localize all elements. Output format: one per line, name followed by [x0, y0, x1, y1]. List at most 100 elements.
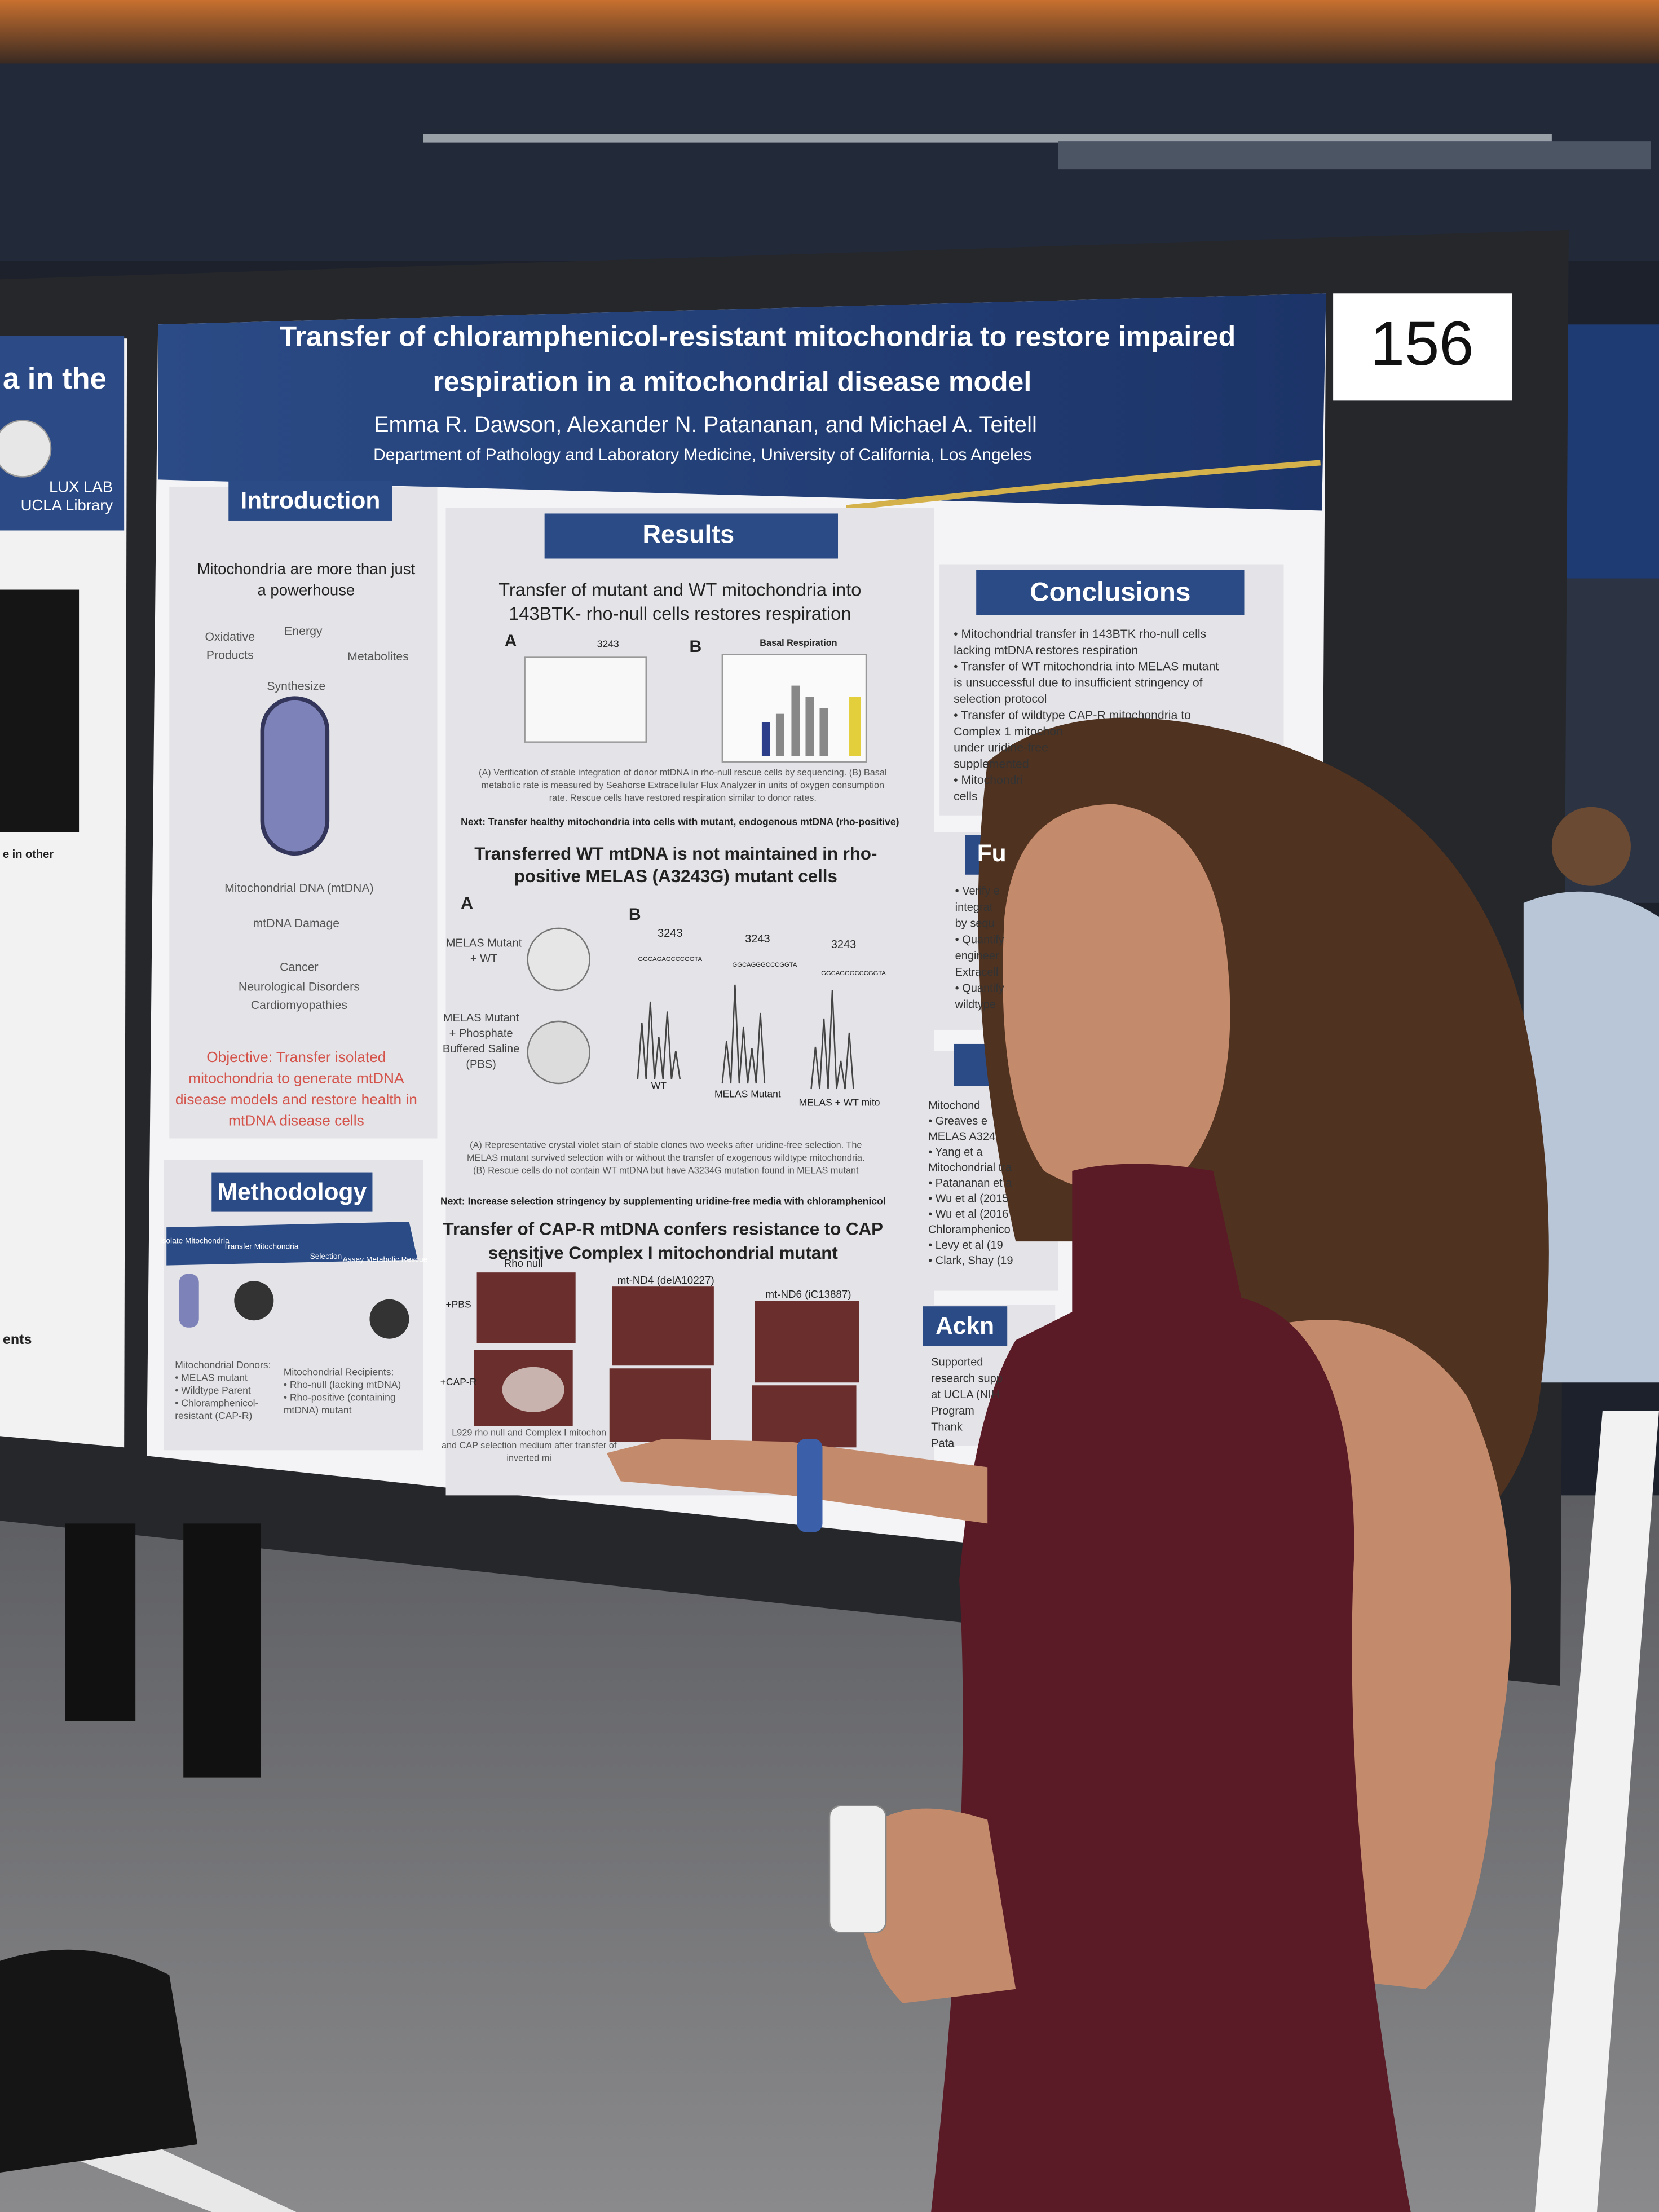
standing-pole — [1534, 1411, 1659, 2212]
reference-item: Mitochond — [928, 1099, 980, 1112]
presenter-face — [1003, 804, 1230, 1192]
chromatogram — [721, 984, 766, 1084]
diagram-label: Oxidative — [205, 630, 255, 644]
row-label: + Phosphate — [449, 1028, 513, 1040]
poster-affiliation: Department of Pathology and Laboratory M… — [373, 446, 1031, 464]
chromatogram — [637, 1001, 681, 1079]
row-label: Buffered Saline — [443, 1043, 519, 1055]
conclusion-item: cells — [954, 790, 978, 803]
method-text: • Wildtype Parent — [175, 1385, 251, 1396]
section-heading: Results — [643, 519, 735, 548]
panel-label: B — [629, 905, 641, 924]
chromatogram — [810, 990, 854, 1090]
figure-caption: MELAS mutant survived selection with or … — [467, 1153, 864, 1163]
method-heading-box — [211, 1172, 373, 1212]
background-person-head — [1551, 807, 1631, 886]
locus-label: 3243 — [831, 938, 857, 951]
method-text: • Rho-null (lacking mtDNA) — [284, 1379, 401, 1390]
micrograph — [752, 1385, 857, 1448]
neighbor-title: a in the — [3, 362, 107, 395]
method-text: resistant (CAP-R) — [175, 1410, 252, 1421]
results-subtitle: sensitive Complex I mitochondrial mutant — [488, 1243, 839, 1263]
neighbor-text: e in other — [3, 848, 54, 861]
poster-authors: Emma R. Dawson, Alexander N. Patananan, … — [374, 412, 1037, 437]
method-step: Assay Metabolic Rescue — [343, 1255, 428, 1263]
figure-bar — [819, 708, 828, 756]
reference-item: • Wu et al (2016 — [928, 1208, 1008, 1220]
figure-bar — [761, 722, 770, 756]
objective-text: mitochondria to generate mtDNA — [188, 1069, 404, 1086]
poster-title: Transfer of chloramphenicol-resistant mi… — [280, 321, 1236, 352]
diagram-label: Neurological Disorders — [239, 980, 360, 994]
row-label: MELAS Mutant — [443, 1012, 519, 1024]
conclusion-item: selection protocol — [954, 692, 1047, 706]
conclusion-item: Complex 1 mitochon — [954, 725, 1063, 738]
intro-subtitle: Mitochondria are more than just — [197, 560, 415, 578]
bag — [0, 1949, 198, 2173]
number-card — [1333, 293, 1512, 401]
future-item: engineer — [955, 950, 999, 962]
diagram-label: Energy — [284, 624, 323, 638]
visitor-leg — [65, 1523, 136, 1721]
panel-label: A — [461, 894, 473, 913]
railing — [1058, 141, 1651, 170]
figure-caption: and CAP selection medium after transfer … — [442, 1440, 617, 1451]
method-step: Isolate Mitochondria — [160, 1237, 230, 1245]
sequence-label: GGCAGGGCCCGGTA — [733, 962, 797, 968]
intro-subtitle: a powerhouse — [257, 581, 355, 598]
method-text: • MELAS mutant — [175, 1372, 248, 1383]
next-step: Next: Increase selection stringency by s… — [440, 1196, 886, 1207]
figure-caption: (A) Representative crystal violet stain … — [470, 1140, 862, 1150]
reference-item: MELAS A324 — [928, 1130, 995, 1143]
micrograph — [612, 1286, 714, 1366]
locus-label: 3243 — [745, 933, 770, 945]
row-label: MELAS Mutant — [446, 937, 522, 950]
reference-item: Mitochondrial tra — [928, 1161, 1012, 1174]
poster-header — [158, 293, 1326, 511]
conclusion-item: supplemented — [954, 757, 1029, 770]
next-step: Next: Transfer healthy mitochondria into… — [461, 816, 899, 827]
section-heading: Introduction — [240, 488, 380, 514]
figure-caption: metabolic rate is measured by Seahorse E… — [482, 781, 885, 791]
plate-image — [527, 927, 590, 992]
ack-item: at UCLA (NIH — [931, 1389, 999, 1401]
diagram-label: Synthesize — [267, 680, 325, 693]
figure-caption: L929 rho null and Complex I mitochon — [452, 1428, 606, 1438]
conclusion-item: • Transfer of WT mitochondria into MELAS… — [954, 660, 1219, 673]
trace-label: WT — [651, 1080, 667, 1091]
figure-bar — [791, 685, 800, 756]
row-label: +PBS — [445, 1298, 471, 1310]
figure-caption: (B) Rescue cells do not contain WT mtDNA… — [473, 1165, 859, 1175]
results-subtitle: Transferred WT mtDNA is not maintained i… — [474, 844, 877, 863]
diagram-label: Cancer — [280, 960, 319, 973]
objective-text: Objective: Transfer isolated — [206, 1048, 386, 1065]
figure-caption: (A) Verification of stable integration o… — [479, 768, 887, 778]
future-item: wildtype — [955, 998, 996, 1011]
future-item: • Verify e — [955, 885, 1000, 897]
reference-item: • Greaves e — [928, 1115, 987, 1127]
neighbor-logo: UCLA Library — [21, 496, 113, 514]
section-heading: Ackn — [936, 1313, 994, 1339]
ack-item: Supported — [931, 1356, 983, 1369]
column-label: Rho null — [504, 1257, 543, 1269]
reference-item: • Wu et al (2015 — [928, 1192, 1008, 1205]
section-heading: Fu — [977, 840, 1007, 867]
conclusion-item: • Mitochondrial transfer in 143BTK rho-n… — [954, 627, 1206, 641]
results-subtitle: positive MELAS (A3243G) mutant cells — [514, 866, 837, 886]
diagram-label: Products — [206, 649, 254, 662]
arena-ceiling — [0, 0, 1659, 64]
mitochondrion-icon — [260, 696, 330, 856]
method-text: Mitochondrial Donors: — [175, 1359, 271, 1371]
reference-item: Chloramphenico — [928, 1223, 1011, 1236]
objective-text: disease models and restore health in — [175, 1091, 417, 1108]
neighbor-poster-image — [0, 589, 80, 832]
objective-text: mtDNA disease cells — [228, 1112, 364, 1129]
results-subtitle: Transfer of CAP-R mtDNA confers resistan… — [443, 1219, 883, 1239]
ack-item: research supp — [931, 1372, 1003, 1385]
phone — [828, 1805, 887, 1933]
visitor-leg — [183, 1523, 261, 1778]
neighbor-text: ents — [3, 1332, 32, 1347]
locus-label: 3243 — [597, 638, 619, 650]
row-label: (PBS) — [466, 1059, 496, 1071]
